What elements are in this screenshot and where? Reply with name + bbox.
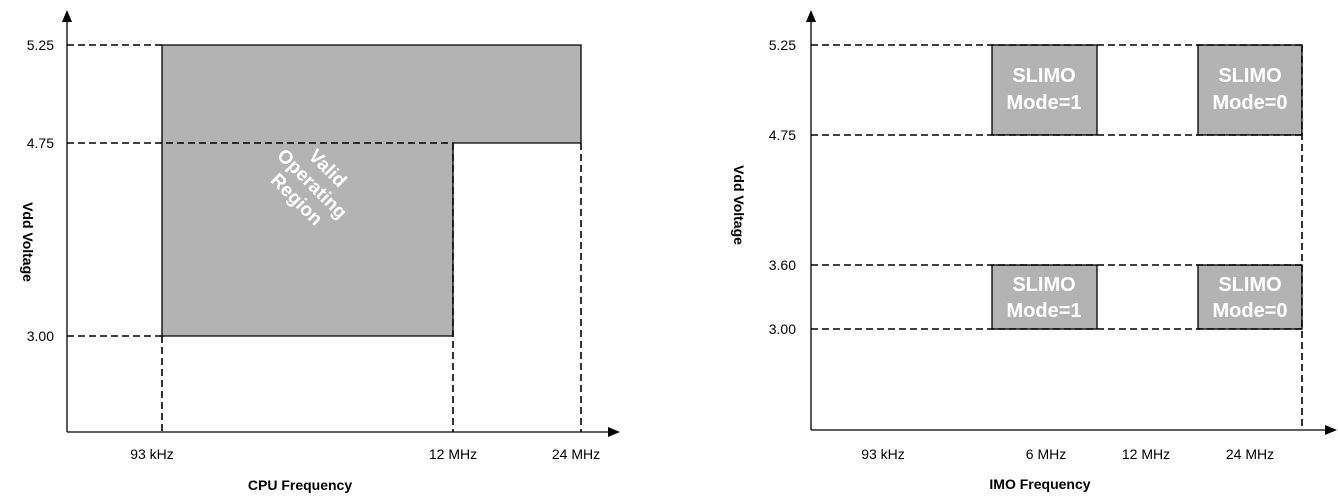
x-tick-label: 12 MHz xyxy=(1122,446,1170,462)
slimo-box-24mhz-low xyxy=(1197,264,1303,330)
y-tick-label: 4.75 xyxy=(27,135,54,151)
x-tick-label: 12 MHz xyxy=(429,446,477,462)
chart-imo-frequency: 5.25 4.75 3.60 3.00 93 kHz 6 MHz 12 MHz … xyxy=(731,10,1337,492)
slimo-label-line: Mode=1 xyxy=(1006,92,1081,114)
slimo-label-line: Mode=1 xyxy=(1006,300,1081,322)
slimo-label-line: SLIMO xyxy=(1218,274,1281,296)
y-axis-label: Vdd Voltage xyxy=(731,165,747,245)
x-axis-label: CPU Frequency xyxy=(248,477,352,493)
slimo-label-line: SLIMO xyxy=(1218,65,1281,87)
slimo-label-line: SLIMO xyxy=(1012,274,1075,296)
y-tick-label: 3.00 xyxy=(769,321,796,337)
y-tick-label: 3.60 xyxy=(769,257,796,273)
y-tick-label: 3.00 xyxy=(27,328,54,344)
slimo-label-line: SLIMO xyxy=(1012,65,1075,87)
valid-operating-region xyxy=(161,44,582,337)
slimo-box-6mhz-high xyxy=(991,44,1098,136)
x-axis-label: IMO Frequency xyxy=(989,476,1090,492)
y-axis-label: Vdd Voltage xyxy=(20,202,36,282)
slimo-label-line: Mode=0 xyxy=(1212,92,1287,114)
chart-cpu-frequency: 5.25 4.75 3.00 93 kHz 12 MHz 24 MHz CPU … xyxy=(20,10,620,493)
slimo-label-line: Mode=0 xyxy=(1212,300,1287,322)
x-tick-label: 93 kHz xyxy=(130,446,174,462)
x-tick-label: 93 kHz xyxy=(861,446,905,462)
y-tick-label: 4.75 xyxy=(769,127,796,143)
y-tick-label: 5.25 xyxy=(27,37,54,53)
slimo-box-24mhz-high xyxy=(1197,44,1303,136)
x-tick-label: 24 MHz xyxy=(1226,446,1274,462)
y-tick-label: 5.25 xyxy=(769,37,796,53)
x-tick-label: 6 MHz xyxy=(1026,446,1066,462)
x-tick-label: 24 MHz xyxy=(552,446,600,462)
